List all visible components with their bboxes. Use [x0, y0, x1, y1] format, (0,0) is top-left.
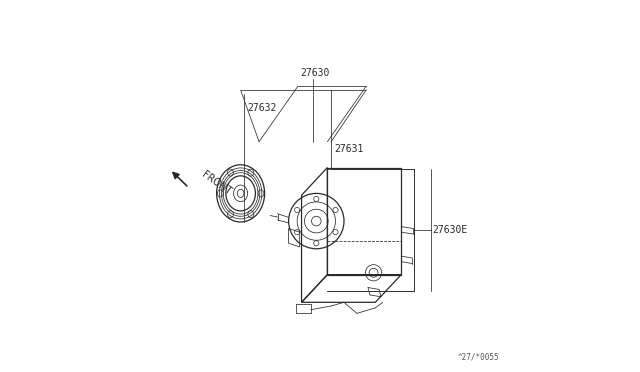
Text: 27631: 27631 — [334, 144, 364, 154]
Text: 27632: 27632 — [247, 103, 276, 113]
Text: FRONT: FRONT — [200, 170, 233, 197]
Text: 27630E: 27630E — [433, 225, 468, 235]
Text: 27630: 27630 — [301, 68, 330, 78]
Text: ^27/*0055: ^27/*0055 — [458, 352, 499, 361]
